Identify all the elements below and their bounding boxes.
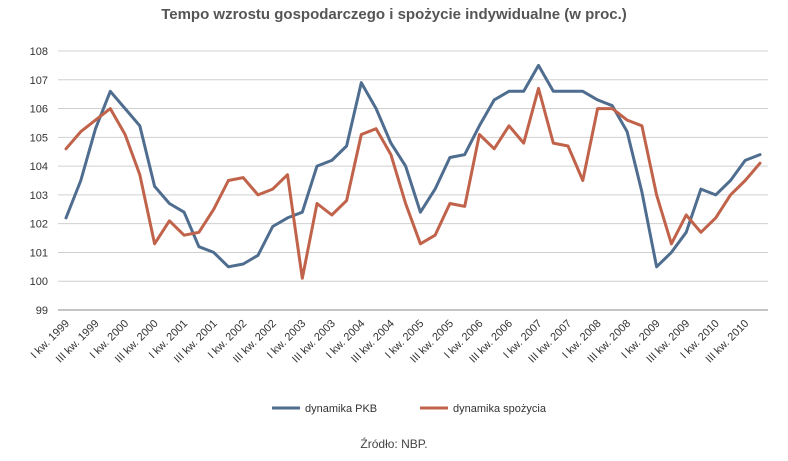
y-tick-label: 102 [30,219,48,231]
y-axis: 99 100 101 102 103 104 105 106 107 108 [30,46,48,317]
y-tick-label: 104 [30,161,48,173]
y-tick-label: 101 [30,247,48,259]
legend-label: dynamika spożycia [453,403,547,415]
y-tick-label: 100 [30,276,48,288]
y-tick-label: 103 [30,190,48,202]
chart-title: Tempo wzrostu gospodarczego i spożycie i… [161,6,627,23]
legend: dynamika PKB dynamika spożycia [272,403,547,415]
source-note: Źródło: NBP. [360,437,428,451]
y-tick-label: 107 [30,75,48,87]
series-line-spozycie [64,86,762,280]
series-line-pkb [64,63,762,269]
y-tick-label: 108 [30,46,48,58]
y-tick-label: 99 [36,305,48,317]
y-tick-label: 106 [30,104,48,116]
series-lines [64,63,762,280]
legend-label: dynamika PKB [305,403,377,415]
y-tick-label: 105 [30,132,48,144]
gridlines [58,50,768,311]
